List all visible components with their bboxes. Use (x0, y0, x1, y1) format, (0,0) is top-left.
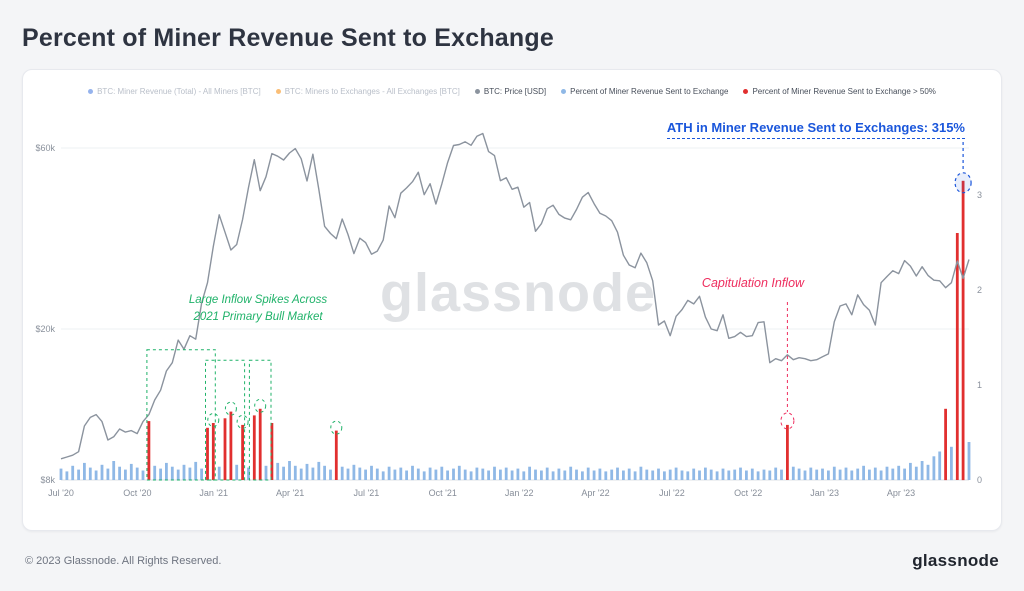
legend-dot-red-icon (743, 89, 749, 94)
svg-text:Apr '22: Apr '22 (581, 488, 609, 498)
legend-dot-orange-icon (275, 89, 281, 94)
bull-market-shapes (146, 349, 343, 481)
chart-plot[interactable]: $60k $20k $8k 0 1 2 3 Jul '20 Oct '20 Jan '21 Apr … (23, 100, 1001, 504)
percent-bars (59, 180, 971, 481)
page-footer: © 2023 Glassnode. All Rights Reserved. g… (22, 531, 1002, 591)
legend-dot-gray-icon (474, 89, 480, 94)
legend-item-btc-price[interactable]: BTC: Price [USD] (474, 87, 547, 96)
svg-text:Apr '23: Apr '23 (887, 488, 915, 498)
price-line (60, 132, 970, 460)
legend-dot-blue-icon (88, 89, 94, 94)
svg-text:Jan '23: Jan '23 (810, 488, 839, 498)
legend-label: BTC: Price [USD] (483, 87, 547, 96)
legend-item-percent-sent[interactable]: Percent of Miner Revenue Sent to Exchang… (561, 87, 728, 96)
svg-text:Jan '22: Jan '22 (505, 488, 534, 498)
legend-label: Percent of Miner Revenue Sent to Exchang… (752, 87, 936, 96)
svg-text:3: 3 (977, 190, 982, 200)
x-axis-labels: Jul '20 Oct '20 Jan '21 Apr '21 Jul '21 Oct '… (48, 488, 915, 498)
glassnode-logo: glassnode (912, 551, 999, 570)
svg-text:Jul '22: Jul '22 (659, 488, 685, 498)
svg-text:Jul '20: Jul '20 (48, 488, 74, 498)
legend-item-miners-to-exchanges[interactable]: BTC: Miners to Exchanges - All Exchanges… (275, 87, 460, 96)
legend-item-miner-revenue[interactable]: BTC: Miner Revenue (Total) - All Miners … (88, 87, 261, 96)
svg-text:0: 0 (977, 475, 982, 485)
svg-text:$20k: $20k (35, 324, 55, 334)
right-axis-labels: 0 1 2 3 (977, 190, 982, 485)
copyright-text: © 2023 Glassnode. All Rights Reserved. (25, 555, 222, 567)
ath-shapes (954, 142, 972, 194)
chart-legend: BTC: Miner Revenue (Total) - All Miners … (23, 70, 1001, 100)
svg-text:$8k: $8k (40, 475, 55, 485)
legend-dot-lightblue-icon (561, 89, 567, 94)
svg-text:Jan '21: Jan '21 (199, 488, 228, 498)
page-title: Percent of Miner Revenue Sent to Exchang… (22, 24, 554, 52)
legend-label: BTC: Miners to Exchanges - All Exchanges… (284, 87, 460, 96)
svg-text:1: 1 (977, 380, 982, 390)
legend-item-percent-above-50[interactable]: Percent of Miner Revenue Sent to Exchang… (743, 87, 936, 96)
svg-text:$60k: $60k (35, 143, 55, 153)
legend-label: BTC: Miner Revenue (Total) - All Miners … (97, 87, 261, 96)
svg-text:2: 2 (977, 285, 982, 295)
svg-text:Apr '21: Apr '21 (276, 488, 304, 498)
capitulation-shapes (780, 302, 795, 430)
svg-text:Oct '22: Oct '22 (734, 488, 762, 498)
svg-text:Oct '21: Oct '21 (429, 488, 457, 498)
gridlines (61, 147, 969, 481)
svg-text:Oct '20: Oct '20 (123, 488, 151, 498)
left-axis-labels: $60k $20k $8k (35, 143, 55, 485)
legend-label: Percent of Miner Revenue Sent to Exchang… (570, 87, 729, 96)
svg-text:Jul '21: Jul '21 (354, 488, 380, 498)
chart-card: BTC: Miner Revenue (Total) - All Miners … (22, 69, 1002, 531)
